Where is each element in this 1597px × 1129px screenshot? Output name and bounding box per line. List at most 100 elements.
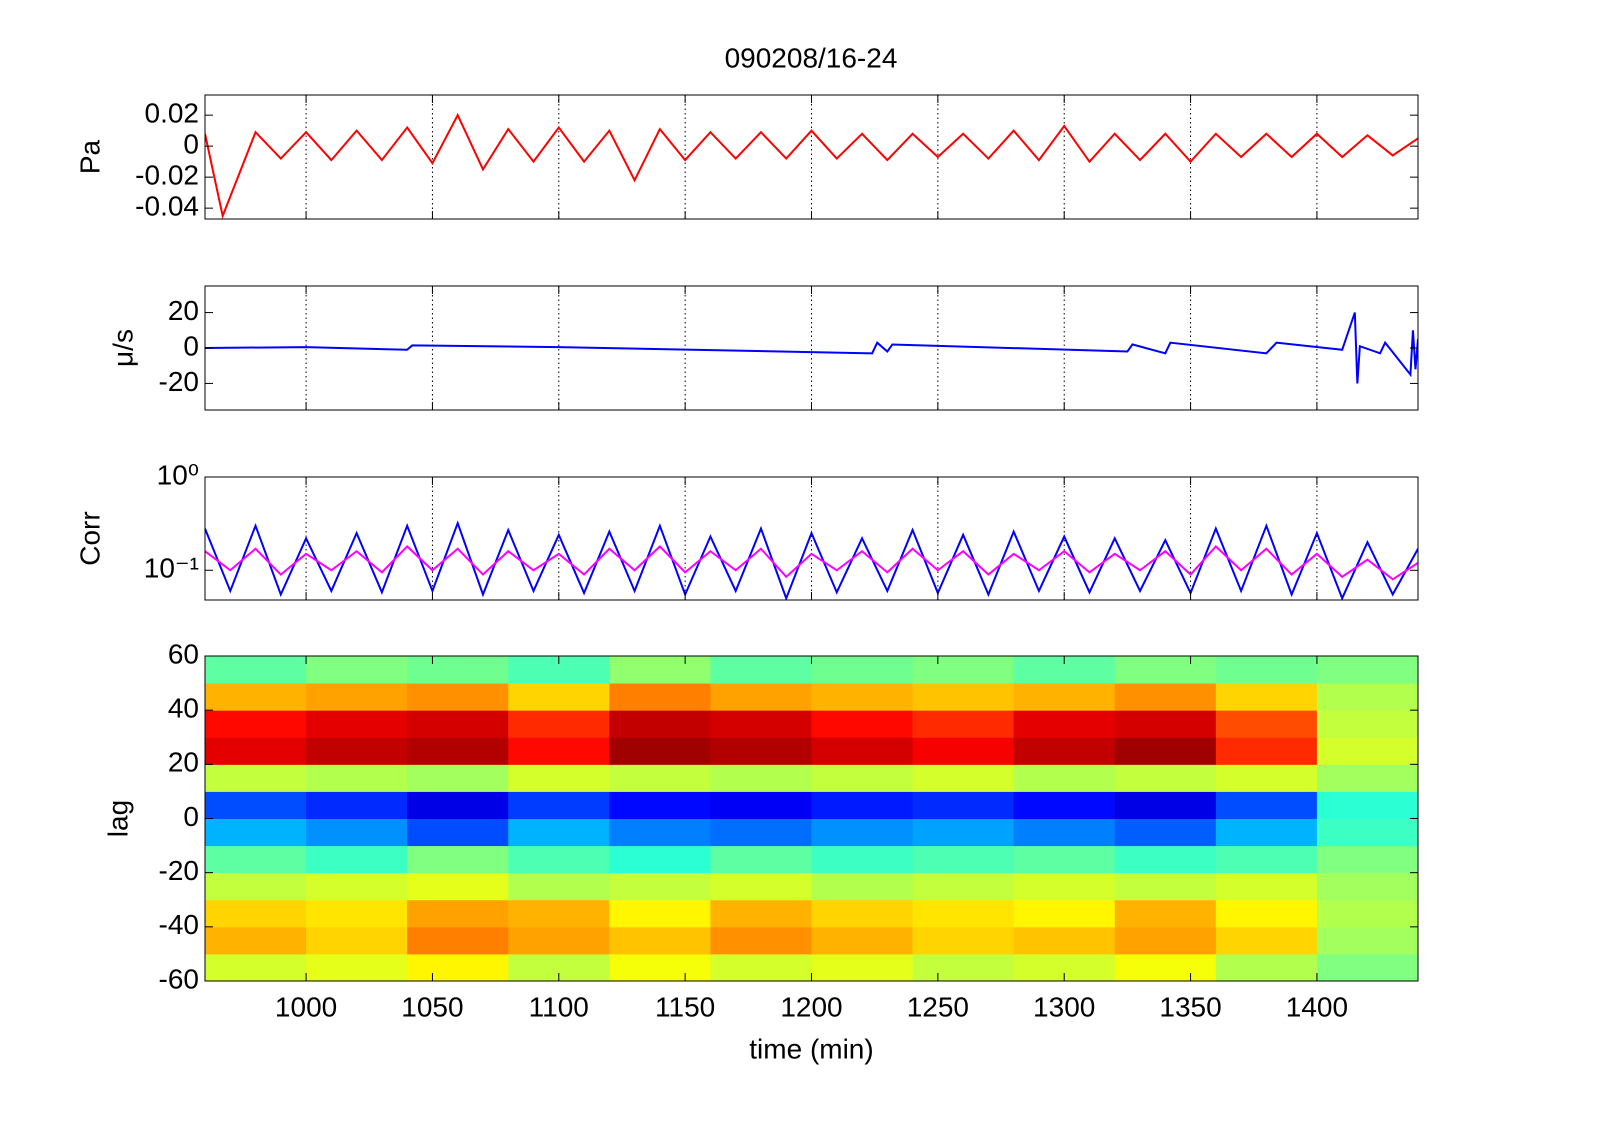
heatmap-cell: [1316, 818, 1418, 847]
heatmap-cell: [1316, 737, 1418, 765]
heatmap-cell: [1215, 764, 1318, 792]
heatmap-cell: [912, 791, 1015, 819]
heatmap-cell: [1215, 953, 1318, 981]
y-tick-label: 10⁻¹: [144, 553, 199, 584]
heatmap-cell: [1013, 872, 1116, 901]
x-tick-label: 1400: [1286, 991, 1348, 1022]
heatmap-cell: [1013, 791, 1116, 819]
heatmap-cell: [1316, 656, 1418, 684]
heatmap-cell: [508, 818, 610, 847]
heatmap-cell: [205, 926, 307, 955]
heatmap-cell: [306, 818, 408, 847]
heatmap-cell: [1013, 683, 1116, 711]
heatmap-cell: [508, 872, 610, 901]
heatmap-cell: [407, 953, 509, 981]
heatmap-cell: [205, 683, 307, 711]
y-axis-label: lag: [102, 800, 133, 837]
heatmap-cell: [1316, 791, 1418, 819]
heatmap-cell: [306, 872, 408, 901]
heatmap-cell: [1013, 764, 1116, 792]
heatmap-cell: [508, 764, 610, 792]
heatmap-cell: [1215, 683, 1318, 711]
heatmap-cell: [407, 818, 509, 847]
heatmap-cell: [1114, 764, 1217, 792]
heatmap-cell: [609, 872, 711, 901]
y-tick-label: 20: [168, 295, 199, 326]
heatmap-cell: [205, 872, 307, 901]
heatmap-cell: [811, 818, 914, 847]
heatmap-cell: [1114, 872, 1217, 901]
heatmap-cell: [1013, 899, 1116, 928]
heatmap-cell: [1114, 953, 1217, 981]
heatmap-cell: [609, 656, 711, 684]
y-tick-label: 60: [168, 638, 199, 669]
heatmap-cell: [306, 656, 408, 684]
heatmap-cell: [1215, 791, 1318, 819]
heatmap-cell: [609, 899, 711, 928]
y-tick-label: 0: [183, 129, 199, 160]
heatmap-cell: [205, 899, 307, 928]
heatmap-cell: [1215, 818, 1318, 847]
heatmap-cell: [407, 899, 509, 928]
heatmap-cell: [508, 899, 610, 928]
heatmap-cell: [811, 683, 914, 711]
y-axis-label: Corr: [74, 511, 105, 565]
heatmap-cell: [306, 953, 408, 981]
heatmap-cell: [1114, 845, 1217, 874]
heatmap-cell: [1013, 710, 1116, 738]
heatmap-cell: [1316, 899, 1418, 928]
heatmap-cell: [1215, 899, 1318, 928]
x-tick-label: 1300: [1033, 991, 1095, 1022]
heatmap-cell: [811, 710, 914, 738]
y-tick-label: -40: [159, 909, 199, 940]
heatmap-cell: [508, 710, 610, 738]
heatmap-cell: [912, 818, 1015, 847]
heatmap-cell: [205, 953, 307, 981]
heatmap-cell: [609, 710, 711, 738]
heatmap-cell: [811, 953, 914, 981]
heatmap-cell: [710, 764, 812, 792]
heatmap-cell: [1114, 710, 1217, 738]
heatmap-cell: [205, 818, 307, 847]
heatmap-cell: [912, 710, 1015, 738]
heatmap-cell: [1316, 872, 1418, 901]
heatmap-cell: [811, 737, 914, 765]
heatmap-cell: [609, 764, 711, 792]
heatmap-cell: [306, 764, 408, 792]
heatmap-cell: [710, 737, 812, 765]
heatmap-cell: [306, 899, 408, 928]
heatmap-cell: [811, 656, 914, 684]
heatmap-cell: [205, 656, 307, 684]
heatmap-cell: [306, 791, 408, 819]
heatmap-cell: [1316, 845, 1418, 874]
plot-area: [205, 286, 1418, 410]
y-tick-label: -60: [159, 963, 199, 994]
heatmap-cell: [508, 791, 610, 819]
data-line: [205, 520, 1418, 600]
heatmap-cell: [1013, 737, 1116, 765]
heatmap-cell: [912, 683, 1015, 711]
heatmap-cell: [407, 764, 509, 792]
heatmap-cell: [609, 845, 711, 874]
y-axis-label: μ/s: [107, 329, 138, 367]
heatmap-cell: [1215, 710, 1318, 738]
heatmap-cell: [912, 872, 1015, 901]
data-line: [205, 545, 1418, 581]
plot-area: [205, 95, 1418, 219]
heatmap-cell: [1215, 926, 1318, 955]
heatmap-cell: [710, 710, 812, 738]
heatmap-cell: [609, 737, 711, 765]
heatmap-cell: [1316, 764, 1418, 792]
y-tick-label: -20: [159, 366, 199, 397]
plot-area: [205, 477, 1418, 600]
heatmap-cell: [912, 737, 1015, 765]
heatmap-cell: [1114, 683, 1217, 711]
heatmap-cell: [710, 872, 812, 901]
heatmap-cell: [1013, 926, 1116, 955]
heatmap-cell: [710, 818, 812, 847]
heatmap-cell: [306, 710, 408, 738]
x-tick-label: 1150: [655, 991, 715, 1022]
heatmap-cell: [1215, 737, 1318, 765]
heatmap-cell: [205, 710, 307, 738]
